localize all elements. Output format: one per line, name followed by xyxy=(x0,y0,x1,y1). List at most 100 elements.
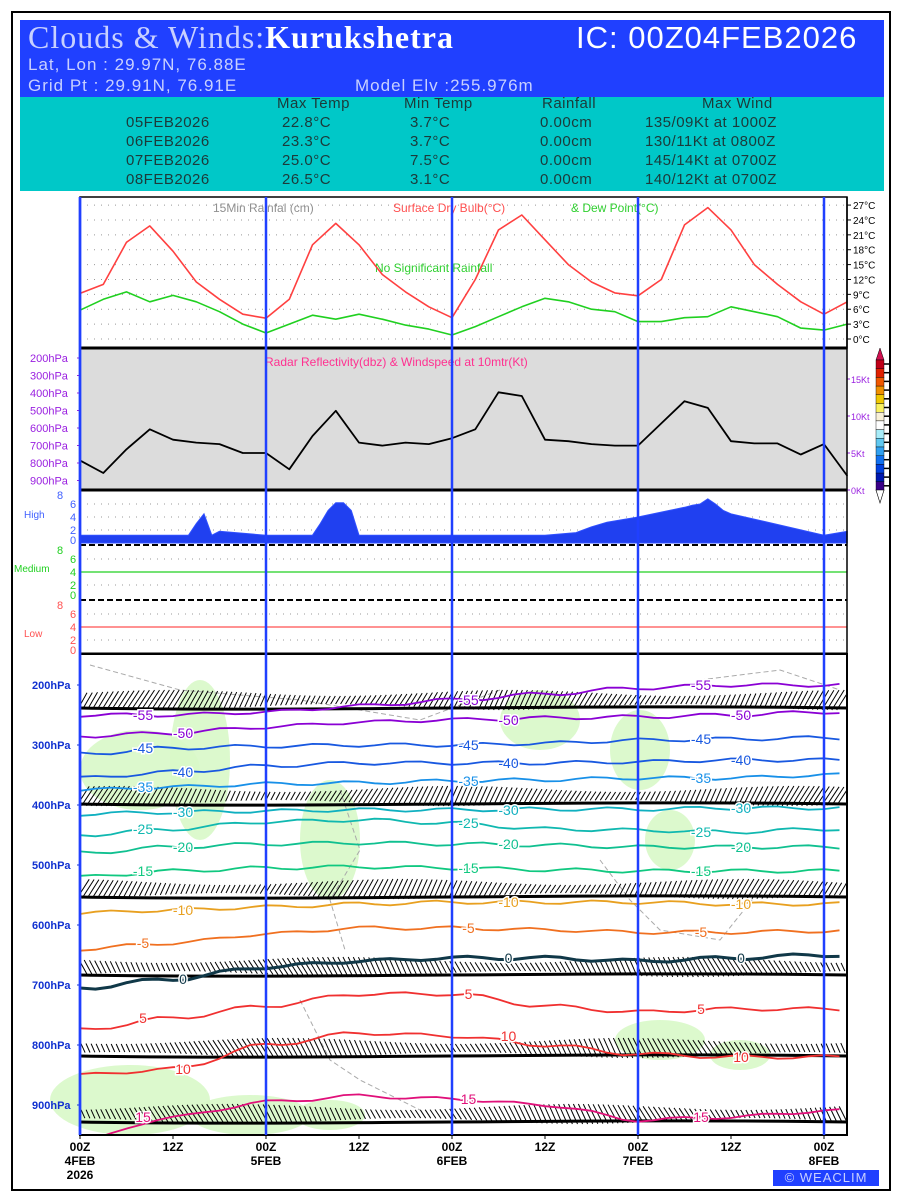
wind-barb xyxy=(707,1040,719,1056)
wind-barb xyxy=(333,790,343,802)
wind-barb xyxy=(370,1109,376,1119)
cloud-cover-shading xyxy=(610,710,670,790)
wind-barb xyxy=(709,1109,717,1119)
wind-barb xyxy=(574,790,582,802)
wind-barb xyxy=(484,1043,492,1053)
wind-barb xyxy=(488,786,498,806)
wind-barb xyxy=(764,692,772,708)
wind-barb xyxy=(639,695,647,705)
wind-barb xyxy=(379,694,387,706)
wind-barb xyxy=(483,786,493,806)
wind-barb xyxy=(749,693,757,707)
summary-cell-min: 3.1°C xyxy=(410,171,451,188)
wind-barb xyxy=(354,1108,362,1120)
pressure-tick-label: 700hPa xyxy=(30,441,69,453)
wind-barb xyxy=(739,1042,747,1054)
wind-barb xyxy=(115,1043,121,1053)
dewpoint-line xyxy=(79,291,848,336)
wind-barb xyxy=(434,1109,442,1119)
wind-barb xyxy=(254,884,262,894)
summary-cell-max: 26.5°C xyxy=(282,171,332,188)
wind-barb xyxy=(178,788,188,804)
wind-barb xyxy=(569,961,577,973)
wind-barb xyxy=(364,1040,372,1056)
isotherm-label: -20 xyxy=(173,839,193,855)
wind-barb xyxy=(463,1107,473,1121)
wind-barb xyxy=(444,1043,452,1053)
temp-tick-label: 6°C xyxy=(853,305,870,316)
time-tick-label: 00Z xyxy=(628,1140,649,1154)
wind-barb xyxy=(839,882,847,896)
wind-barb xyxy=(831,786,845,806)
no-rainfall-note: No Significant Rainfall xyxy=(375,261,492,275)
wind-barb xyxy=(463,880,473,898)
wind-barb xyxy=(438,879,448,899)
wind-barb xyxy=(802,880,814,898)
time-tick-label: 6FEB xyxy=(437,1154,468,1168)
wind-barb xyxy=(296,957,310,977)
cloud-cover-shading xyxy=(295,1100,365,1130)
wind-barb xyxy=(838,1106,847,1122)
wind-barb xyxy=(533,1041,543,1055)
wind-barb xyxy=(293,882,303,896)
windspeed-tick-label: 10Kt xyxy=(851,412,870,422)
wind-barb xyxy=(619,883,627,895)
wind-barb xyxy=(459,1043,467,1053)
wind-barb xyxy=(439,1109,447,1119)
isotherm-label: -10 xyxy=(173,902,193,918)
isotherm-line xyxy=(80,952,840,991)
wind-barb xyxy=(775,1043,781,1053)
wind-barb xyxy=(240,791,246,801)
wind-barb xyxy=(395,1109,401,1119)
wind-barb xyxy=(204,789,212,803)
wind-barb xyxy=(150,962,156,972)
wind-barb xyxy=(538,1040,548,1056)
wind-barb xyxy=(694,789,702,803)
wind-barb xyxy=(393,693,403,707)
colorbar-swatch xyxy=(875,412,885,422)
wind-barb xyxy=(489,962,497,972)
wind-barb xyxy=(239,692,247,708)
wind-barb xyxy=(443,879,453,899)
isotherm-label: -15 xyxy=(133,863,153,879)
wind-barb xyxy=(474,1043,482,1053)
colorbar-swatch xyxy=(875,385,885,396)
wind-barb xyxy=(807,881,819,897)
wind-barb xyxy=(126,690,140,710)
dewpoint-legend: & Dew Point(°C) xyxy=(571,201,659,215)
summary-cell-max: 22.8°C xyxy=(282,114,332,131)
wind-barb xyxy=(488,1106,498,1122)
pressure-tick-label: 400hPa xyxy=(32,800,71,812)
wind-barb xyxy=(499,962,507,972)
pressure-tick-label: 600hPa xyxy=(30,423,69,435)
wind-barb xyxy=(283,1105,293,1123)
wind-barb xyxy=(419,1109,427,1119)
wind-barb xyxy=(659,881,667,897)
drybulb-line xyxy=(79,206,848,319)
wind-barb xyxy=(364,695,372,705)
model-elevation: Model Elv :255.976m xyxy=(355,76,534,95)
wind-barb xyxy=(739,693,747,707)
wind-barb xyxy=(697,1040,709,1056)
wind-barb xyxy=(200,884,206,894)
wind-barb xyxy=(599,959,607,975)
summary-cell-wind: 135/09Kt at 1000Z xyxy=(645,114,777,131)
wind-barb xyxy=(625,791,631,801)
wind-barb xyxy=(316,956,330,978)
wind-barb xyxy=(828,882,838,896)
wind-barb xyxy=(149,882,157,896)
wind-barb xyxy=(670,790,676,802)
wind-barb xyxy=(794,961,802,973)
wind-barb xyxy=(687,1039,699,1057)
wind-barb xyxy=(769,692,777,708)
colorbar-swatch xyxy=(875,472,885,483)
wind-barb xyxy=(730,694,736,706)
wind-barb xyxy=(180,883,186,895)
wind-barb xyxy=(564,961,572,973)
wind-barb xyxy=(333,1038,343,1058)
time-tick-label: 00Z xyxy=(256,1140,277,1154)
wind-barb xyxy=(452,690,464,710)
wind-barb xyxy=(548,1040,558,1056)
isotherm-label: -55 xyxy=(458,692,478,708)
wind-barb xyxy=(100,1109,106,1119)
